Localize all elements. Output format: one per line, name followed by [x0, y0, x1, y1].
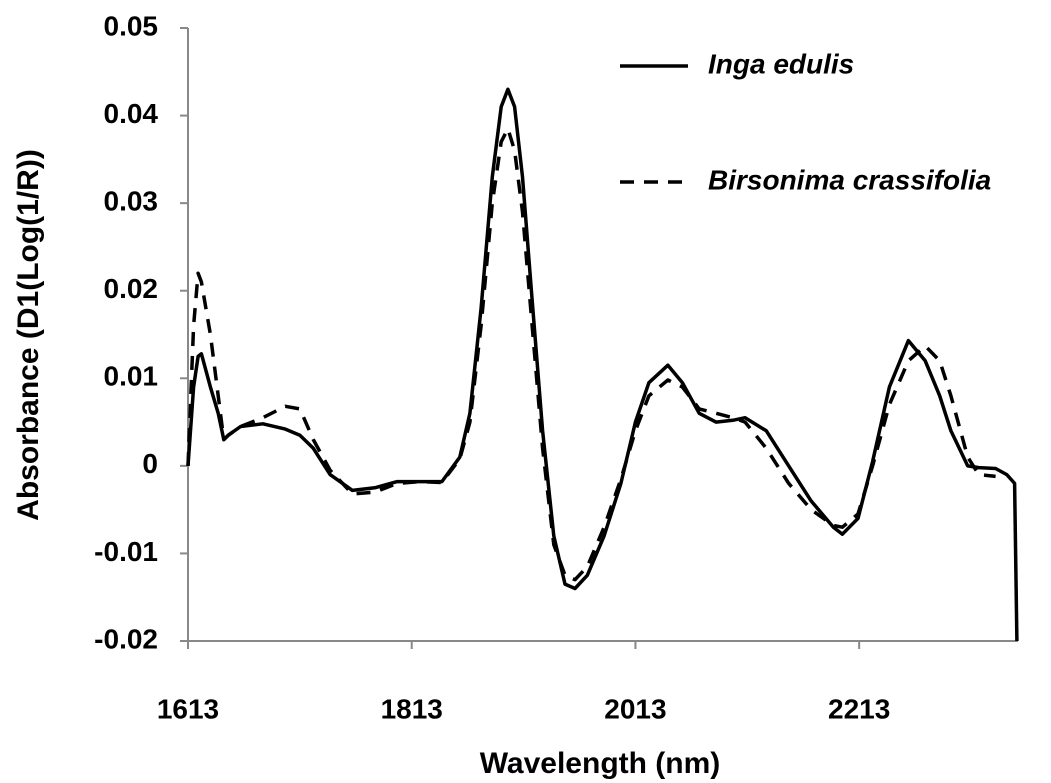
y-tick-label: 0 — [142, 448, 158, 479]
y-tick-label: 0.01 — [104, 361, 159, 392]
legend-label: Birsonima crassifolia — [708, 164, 991, 195]
y-axis-label: Absorbance (D1(Log(1/R)) — [12, 149, 45, 521]
x-tick-label: 2213 — [828, 693, 890, 724]
data-line — [186, 126, 996, 582]
x-axis-label: Wavelength (nm) — [480, 747, 721, 780]
y-tick-label: 0.04 — [104, 98, 159, 129]
y-tick-label: 0.03 — [104, 186, 159, 217]
y-tick-label: -0.02 — [94, 623, 158, 654]
x-tick-label: 1613 — [157, 693, 219, 724]
legend-label: Inga edulis — [708, 48, 854, 79]
data-line — [186, 87, 1019, 642]
y-tick-label: 0.05 — [104, 10, 159, 41]
x-tick-label: 2013 — [604, 693, 666, 724]
y-tick-label: 0.02 — [104, 273, 159, 304]
y-tick-label: -0.01 — [94, 536, 158, 567]
x-tick-label: 1813 — [381, 693, 443, 724]
